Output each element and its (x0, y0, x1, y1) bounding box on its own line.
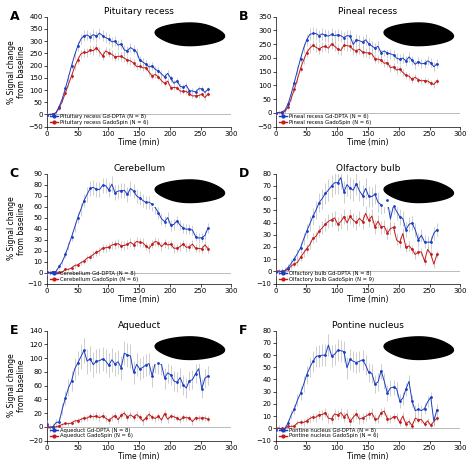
Text: E: E (10, 324, 18, 337)
Text: B: B (239, 10, 248, 23)
Title: Aqueduct: Aqueduct (118, 321, 161, 330)
Text: F: F (239, 324, 247, 337)
Legend: Pituitary recess Gd-DPTA (N = 8), Pituitary recess GadoSpin (N = 6): Pituitary recess Gd-DPTA (N = 8), Pituit… (49, 113, 149, 125)
Legend: Pontine nucleus Gd-DPTA (N = 8), Pontine nucleus GadoSpin (N = 6): Pontine nucleus Gd-DPTA (N = 8), Pontine… (278, 427, 379, 439)
Text: A: A (10, 10, 19, 23)
Title: Pineal recess: Pineal recess (338, 7, 398, 16)
X-axis label: Time (min): Time (min) (118, 452, 160, 461)
Y-axis label: % Signal change
from baseline: % Signal change from baseline (7, 40, 27, 103)
X-axis label: Time (min): Time (min) (347, 452, 389, 461)
X-axis label: Time (min): Time (min) (118, 295, 160, 304)
Title: Pituitary recess: Pituitary recess (104, 7, 174, 16)
Text: D: D (239, 167, 249, 180)
Legend: Pineal recess Gd-DPTA (N = 6), Pineal recess GadoSpin (N = 6): Pineal recess Gd-DPTA (N = 6), Pineal re… (278, 113, 372, 125)
X-axis label: Time (min): Time (min) (347, 138, 389, 147)
Title: Olfactory bulb: Olfactory bulb (336, 164, 400, 173)
Text: C: C (10, 167, 19, 180)
X-axis label: Time (min): Time (min) (347, 295, 389, 304)
Legend: Olfactory bulb Gd-DPTA (N = 8), Olfactory bulb GadoSpin (N = 9): Olfactory bulb Gd-DPTA (N = 8), Olfactor… (278, 270, 374, 282)
Title: Pontine nucleus: Pontine nucleus (332, 321, 404, 330)
Legend: Aqueduct Gd-DPTA (N = 8), Aqueduct GadoSpin (N = 6): Aqueduct Gd-DPTA (N = 8), Aqueduct GadoS… (49, 427, 134, 439)
Legend: Cerebellum Gd-DPTA (N = 8), Cerebellum GadoSpin (N = 6): Cerebellum Gd-DPTA (N = 8), Cerebellum G… (49, 270, 139, 282)
Y-axis label: % Signal change
from baseline: % Signal change from baseline (7, 197, 27, 261)
X-axis label: Time (min): Time (min) (118, 138, 160, 147)
Y-axis label: % Signal change
from baseline: % Signal change from baseline (7, 354, 27, 417)
Title: Cerebellum: Cerebellum (113, 164, 165, 173)
